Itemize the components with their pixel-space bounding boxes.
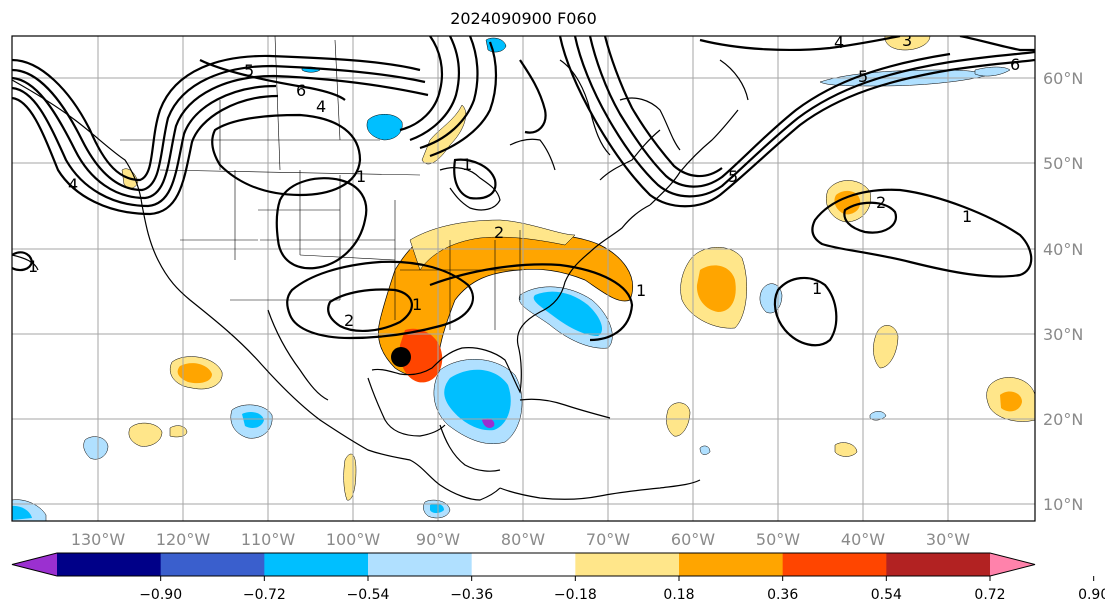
lat-label: 60°N: [1043, 69, 1083, 88]
contour-label: 1: [462, 155, 472, 174]
negative-pacific-3-core: [430, 503, 444, 513]
positive-atlantic-5: [834, 442, 858, 457]
colorbar-swatch: [575, 553, 680, 576]
negative-canada-north: [485, 37, 507, 53]
lat-label: 20°N: [1043, 410, 1083, 429]
colorbar-tick-label: 0.72: [974, 587, 1005, 603]
negative-caribbean: [699, 445, 711, 455]
colorbar-tick-label: −0.72: [243, 587, 286, 603]
colorbar-tick-label: 0.54: [871, 587, 902, 603]
map-title: 2024090900 F060: [450, 9, 597, 28]
negative-labrador-2: [974, 66, 1011, 77]
contour-label: 3: [902, 31, 912, 50]
colorbar-swatch: [679, 553, 784, 576]
colorbar-swatch: [264, 553, 369, 576]
colorbar-extension-low: [12, 553, 57, 576]
negative-southwest-corner-core: [12, 505, 32, 520]
colorbar-tick-label: −0.54: [347, 587, 390, 603]
lat-label: 30°N: [1043, 325, 1083, 344]
lon-label: 70°W: [586, 530, 630, 549]
lon-label: 60°W: [671, 530, 715, 549]
lon-label: 80°W: [501, 530, 545, 549]
negative-atlantic-2: [869, 411, 887, 421]
colorbar-swatch: [782, 553, 887, 576]
negative-southeast-core: [533, 291, 603, 336]
colorbar-swatch: [57, 553, 162, 576]
storm-position-marker: [391, 347, 411, 367]
gridlines: [12, 36, 1035, 521]
contour-label: 1: [356, 167, 366, 186]
lat-label: 50°N: [1043, 154, 1083, 173]
positive-greenland: [884, 36, 931, 51]
negative-canada: [366, 114, 403, 141]
contour-label: 6: [1010, 55, 1020, 74]
colorbar: −0.90 −0.72 −0.54 −0.36 −0.18 0.18 0.36 0.54 0.7…: [11, 552, 1105, 603]
colorbar-tick-label: 0.18: [663, 587, 694, 603]
positive-area-central-us-fringe: [409, 219, 576, 271]
contour-label: 2: [876, 193, 886, 212]
contour-label: 2: [494, 223, 504, 242]
negative-gulf-core: [444, 369, 511, 431]
colorbar-swatch: [368, 553, 473, 576]
colorbar-swatch: [160, 553, 265, 576]
positive-atlantic-3: [873, 325, 899, 369]
lon-label: 130°W: [71, 530, 126, 549]
contour-label-group: 6 5 4 4 1 1 2 2 1 1 2 1 1 4 3 5 6 5 1: [28, 31, 1020, 330]
contour-label: 1: [812, 279, 822, 298]
contour-label: 1: [28, 257, 38, 276]
colorbar-swatch: [886, 553, 991, 576]
map-frame: [11, 35, 1036, 522]
colorbar-tick-label: −0.36: [450, 587, 493, 603]
lon-label: 90°W: [416, 530, 460, 549]
negative-gulf-deep: [482, 418, 495, 428]
negative-pacific-1-core: [242, 412, 264, 428]
contour-label: 6: [296, 81, 306, 100]
contour-label: 4: [68, 175, 78, 194]
lon-label: 100°W: [326, 530, 381, 549]
lat-label: 40°N: [1043, 240, 1083, 259]
positive-atlantic-2-core: [834, 190, 861, 215]
colorbar-tick-label: −0.90: [139, 587, 182, 603]
lon-label: 40°W: [841, 530, 885, 549]
colorbar-extension-high: [990, 553, 1035, 576]
positive-atlantic-4-core: [1000, 391, 1022, 412]
positive-pacific-3: [169, 425, 188, 438]
latitude-axis: 60°N 50°N 40°N 30°N 20°N 10°N: [1043, 69, 1083, 514]
positive-pacific-1-core: [177, 363, 212, 384]
strong-positive-gulf: [399, 328, 443, 383]
colorbar-swatch: [471, 553, 576, 576]
contour-label: 1: [962, 207, 972, 226]
contour-lines: [12, 36, 1035, 347]
positive-atlantic-1-core: [696, 265, 736, 312]
colorbar-tick-label: 0.90: [1078, 587, 1105, 603]
contour-label: 2: [344, 311, 354, 330]
colorbar-tick-label: 0.36: [767, 587, 798, 603]
contour-label: 5: [858, 67, 868, 86]
contour-label: 5: [728, 167, 738, 186]
lon-label: 120°W: [156, 530, 211, 549]
positive-pacific-2: [128, 422, 163, 447]
contour-label: 4: [834, 33, 844, 52]
contour-label: 1: [412, 295, 422, 314]
colorbar-outline: [11, 552, 1036, 577]
contour-label: 4: [316, 97, 326, 116]
longitude-axis: 130°W 120°W 110°W 100°W 90°W 80°W 70°W 6…: [71, 530, 970, 549]
contour-label: 1: [636, 281, 646, 300]
shaded-fields: [12, 36, 1035, 521]
lon-label: 50°W: [756, 530, 800, 549]
contour-label: 5: [244, 61, 254, 80]
lon-label: 110°W: [241, 530, 296, 549]
colorbar-tick-label: −0.18: [554, 587, 597, 603]
lon-label: 30°W: [926, 530, 970, 549]
coastlines: [12, 59, 749, 501]
lat-label: 10°N: [1043, 495, 1083, 514]
